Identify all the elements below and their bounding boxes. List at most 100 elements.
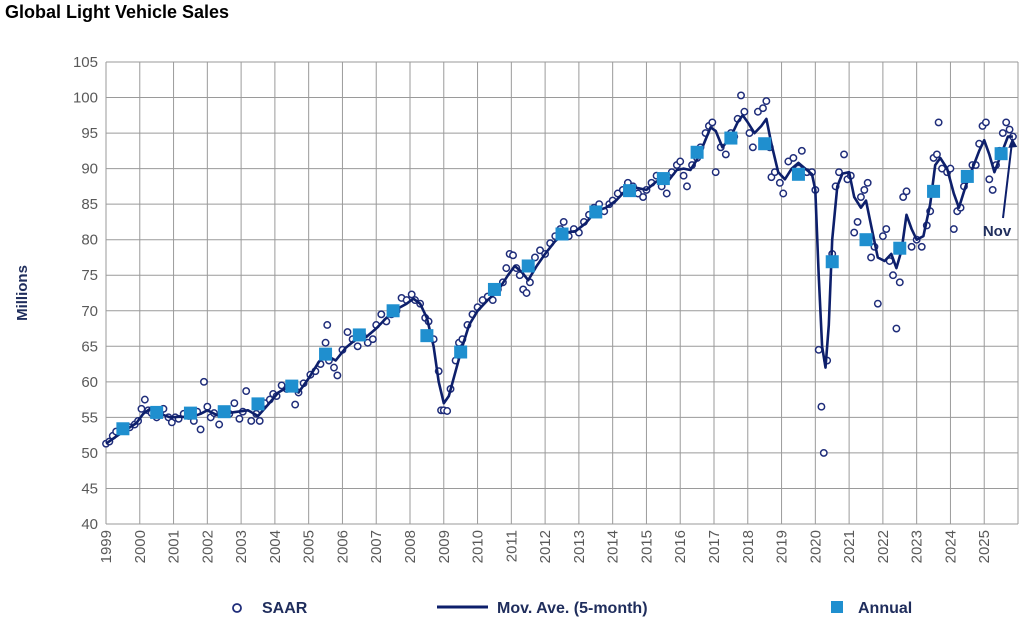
y-tick-label: 95 [81,125,98,142]
x-tick-label: 2025 [976,530,993,563]
annotation-label: Nov [983,223,1012,240]
saar-point [683,182,691,191]
saar-point [840,150,848,159]
saar-point [255,416,264,425]
saar-point [759,104,767,113]
x-tick-label: 2021 [841,530,858,563]
annual-point [994,147,1008,161]
saar-point [748,143,757,152]
annotation-arrowhead [1008,137,1018,148]
saar-point [789,154,798,162]
annual-point [319,347,333,361]
legend-saar-label: SAAR [262,600,308,617]
plot-area [102,91,1017,457]
saar-point [140,395,149,404]
saar-point [323,321,332,329]
saar-point [443,407,452,415]
saar-point [247,416,256,425]
x-tick-label: 2010 [470,530,487,563]
saar-point [277,381,286,390]
grid-lines [105,61,1019,525]
x-tick-label: 2015 [638,530,655,563]
saar-point [509,251,517,260]
saar-point [775,178,784,187]
saar-point [377,310,386,319]
saar-point [895,278,904,287]
y-axis-title: Millions [14,265,31,321]
annual-point [521,259,535,273]
saar-point [531,253,539,262]
saar-point [230,399,239,408]
saar-point [559,217,568,226]
saar-point [215,420,224,429]
saar-point [137,404,146,413]
saar-point [363,338,372,347]
x-tick-label: 2018 [740,530,757,563]
x-tick-label: 2005 [301,530,318,563]
saar-point [762,97,771,106]
saar-point [343,328,352,337]
saar-point [200,377,208,386]
annual-point [150,405,164,419]
chart-title: Global Light Vehicle Sales [5,2,230,22]
saar-point [753,107,762,116]
saar-point [938,164,946,173]
legend: SAAR Mov. Ave. (5-month) Annual [232,600,912,617]
annual-point [352,328,366,342]
saar-point [835,168,843,177]
annual-point [927,184,941,198]
x-tick-label: 1999 [98,530,115,563]
saar-point [932,150,941,159]
annual-point [183,406,197,420]
annual-point [386,304,400,318]
saar-point [242,387,251,396]
x-tick-label: 2000 [132,530,149,563]
saar-point [902,187,911,196]
saar-point [676,157,685,166]
saar-point [721,150,730,159]
x-tick-label: 2022 [875,530,892,563]
annual-point [116,422,130,436]
y-tick-label: 55 [81,409,98,426]
saar-point [321,338,330,347]
y-tick-label: 45 [81,480,98,497]
saar-point [711,168,720,177]
x-tick-label: 2009 [436,530,453,563]
legend-annual-label: Annual [858,600,912,617]
saar-point [856,193,865,201]
annual-point [758,137,772,151]
saar-point [536,246,544,255]
saar-point [330,363,338,372]
saar-point [1005,125,1014,134]
x-tick-label: 2003 [233,530,250,563]
legend-mov-ave-label: Mov. Ave. (5-month) [497,600,648,617]
x-tick-label: 2019 [774,530,791,563]
x-tick-label: 2017 [706,530,723,563]
annotation-arrow [1002,139,1014,219]
saar-point [899,193,908,201]
annual-point [217,405,231,419]
saar-point [949,225,958,233]
annual-point [623,184,637,198]
saar-point [478,296,487,305]
x-tick-label: 2013 [571,530,588,563]
saar-point [353,342,362,351]
x-tick-label: 2008 [402,530,419,563]
saar-point [203,402,212,411]
saar-point [981,118,990,127]
saar-point [988,185,997,194]
saar-point [934,118,943,127]
annual-point [825,255,839,269]
y-tick-label: 75 [81,267,98,284]
saar-point [639,193,648,201]
legend-saar-marker [232,603,242,613]
annotations: Nov [983,137,1018,240]
annual-point [454,345,468,359]
y-tick-label: 70 [81,303,98,320]
axes: 40 45 50 55 60 65 70 75 80 85 90 95 100 105 1999 2000 20… [14,54,993,563]
saar-point [867,253,876,262]
annual-point [893,241,907,255]
annual-point [960,169,974,183]
saar-point [291,400,300,409]
annual-point [555,227,569,241]
